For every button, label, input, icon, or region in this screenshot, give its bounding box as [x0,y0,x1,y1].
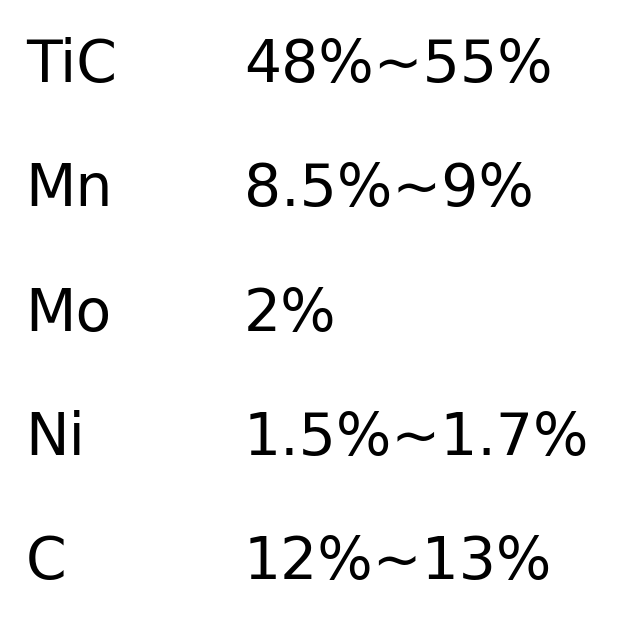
Text: Mn: Mn [26,161,113,218]
Text: 8.5%~9%: 8.5%~9% [244,161,534,218]
Text: 48%~55%: 48%~55% [244,37,553,94]
Text: Ni: Ni [26,410,85,467]
Text: Mo: Mo [26,285,112,343]
Text: 1.5%~1.7%: 1.5%~1.7% [244,410,589,467]
Text: C: C [26,534,66,592]
Text: TiC: TiC [26,37,117,94]
Text: 2%: 2% [244,285,336,343]
Text: 12%~13%: 12%~13% [244,534,552,592]
